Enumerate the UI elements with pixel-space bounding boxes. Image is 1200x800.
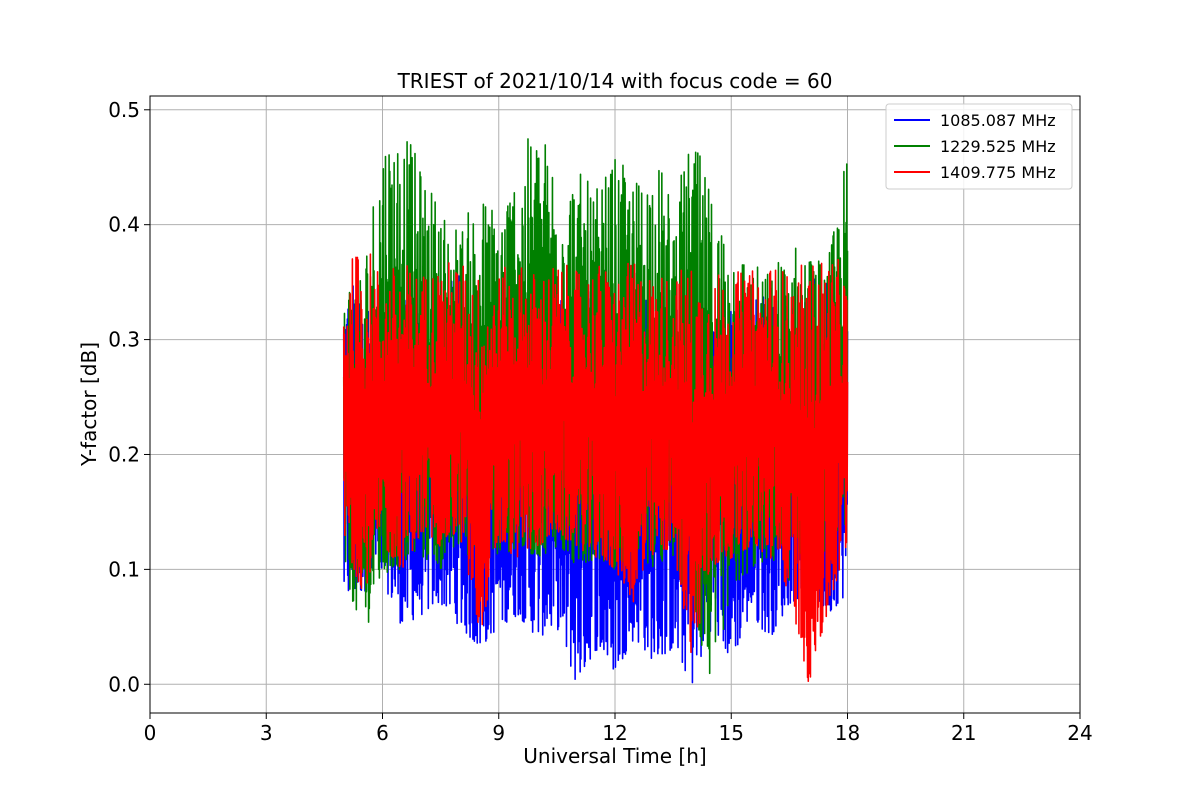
y-axis: 0.0 0.1 0.2 0.3 0.4 0.5 [108,98,150,696]
x-axis-label: Universal Time [h] [523,744,706,768]
x-tick-label: 15 [719,721,744,745]
y-tick-label: 0.1 [108,557,140,581]
y-axis-label: Y-factor [dB] [77,342,101,467]
x-tick-label: 21 [951,721,976,745]
x-tick-label: 12 [602,721,627,745]
x-tick-label: 3 [260,721,273,745]
legend-label: 1409.775 MHz [940,163,1056,182]
x-axis: 0 3 6 9 12 15 18 21 24 [144,713,1093,745]
legend-box [885,103,1073,190]
legend-label: 1085.087 MHz [940,111,1056,130]
x-tick-label: 9 [492,721,505,745]
x-tick-label: 24 [1067,721,1092,745]
x-tick-label: 18 [835,721,860,745]
x-tick-label: 0 [144,721,157,745]
legend: 1085.087 MHz 1229.525 MHz 1409.775 MHz [885,103,1073,190]
y-tick-label: 0.3 [108,328,140,352]
y-tick-label: 0.4 [108,213,140,237]
y-tick-label: 0.5 [108,98,140,122]
plot-area [342,138,849,684]
series-line-3 [342,253,849,683]
y-tick-label: 0.0 [108,672,140,696]
chart-title: TRIEST of 2021/10/14 with focus code = 6… [397,69,833,93]
legend-label: 1229.525 MHz [940,137,1056,156]
x-tick-label: 6 [376,721,389,745]
y-tick-label: 0.2 [108,442,140,466]
